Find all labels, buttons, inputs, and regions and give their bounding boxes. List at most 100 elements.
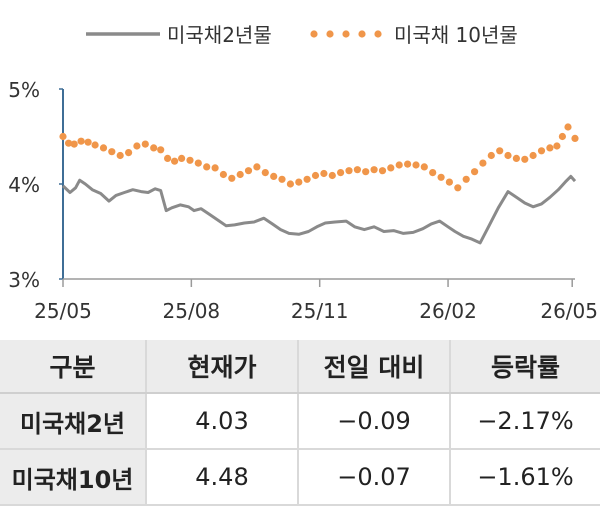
row-name: 미국채2년: [0, 393, 147, 450]
data-point: [99, 144, 108, 152]
data-point: [471, 168, 479, 176]
legend-swatch-dot: [374, 30, 382, 38]
data-point: [108, 148, 116, 156]
header-rate: 등락률: [450, 340, 600, 394]
data-point: [479, 159, 487, 167]
x-tick-label: 26/02: [419, 299, 477, 323]
data-point: [445, 178, 453, 186]
header-category: 구분: [0, 340, 147, 394]
table-header-row: 구분 현재가 전일 대비 등락률: [0, 340, 600, 394]
row-name: 미국채10년: [0, 449, 147, 506]
data-point: [125, 149, 133, 157]
x-tick-label: 25/05: [34, 299, 92, 323]
data-point: [546, 144, 554, 152]
data-point: [553, 142, 561, 150]
legend-label: 미국채2년물: [167, 23, 272, 47]
legend-swatch-dot: [310, 30, 318, 38]
data-point: [571, 134, 579, 142]
data-point: [370, 166, 378, 174]
header-change: 전일 대비: [298, 340, 451, 394]
row-rate: −2.17%: [450, 393, 600, 450]
data-point: [387, 164, 395, 172]
legend-swatch-dot: [342, 30, 350, 38]
y-tick-label: 5%: [8, 78, 40, 102]
table-row: 미국채2년 4.03 −0.09 −2.17%: [0, 393, 600, 450]
data-point: [178, 154, 186, 162]
data-point: [261, 169, 269, 177]
data-point: [454, 184, 462, 192]
data-point: [404, 160, 412, 168]
data-point: [211, 164, 219, 172]
data-point: [70, 140, 78, 148]
data-point: [164, 154, 172, 162]
chart-axes: 5% 4% 3% 25/05 25/08 25/11 26/02 26/05: [8, 78, 598, 323]
data-point: [437, 173, 445, 181]
data-point: [420, 163, 428, 171]
data-point: [537, 147, 546, 155]
data-point: [116, 151, 124, 160]
data-point: [228, 174, 236, 182]
data-point: [77, 137, 85, 145]
data-point: [236, 170, 244, 179]
data-point: [65, 139, 73, 147]
data-point: [504, 151, 512, 160]
data-point: [429, 169, 437, 177]
row-change: −0.07: [298, 449, 451, 506]
legend-swatch-dot: [358, 30, 366, 38]
y-tick-label: 3%: [8, 268, 40, 292]
data-point: [395, 161, 403, 169]
series-us-10y: [59, 123, 579, 192]
data-point: [59, 132, 67, 141]
legend-swatch-dot: [326, 30, 334, 38]
legend-label: 미국채 10년물: [394, 23, 518, 47]
series-us-2y: [61, 174, 577, 245]
data-point: [295, 178, 303, 186]
data-point: [244, 167, 253, 175]
data-point: [203, 163, 211, 171]
data-point: [345, 167, 353, 175]
data-point: [141, 140, 149, 148]
series-layer: [59, 123, 579, 245]
data-point: [512, 154, 521, 162]
row-price: 4.48: [146, 449, 299, 506]
x-tick-label: 26/05: [540, 299, 598, 323]
data-point: [91, 141, 99, 149]
data-point: [150, 144, 158, 152]
x-tick-label: 25/11: [291, 299, 349, 323]
data-point: [337, 169, 345, 177]
yield-chart-svg: 미국채2년물 미국채 10년물 5% 4% 3% 25/05 25/08 25/11 26/0…: [8, 23, 598, 323]
data-point: [171, 157, 179, 165]
data-point: [529, 151, 537, 160]
series-line: [61, 174, 577, 245]
table-row: 미국채10년 4.48 −0.07 −1.61%: [0, 449, 600, 506]
data-point: [564, 123, 572, 131]
data-point: [286, 180, 294, 188]
data-point: [328, 171, 336, 180]
data-point: [278, 175, 286, 183]
legend: 미국채2년물 미국채 10년물: [86, 23, 518, 47]
y-tick-label: 4%: [8, 173, 40, 197]
row-price: 4.03: [146, 393, 299, 450]
data-point: [157, 146, 165, 154]
data-point: [353, 166, 361, 174]
data-point: [194, 159, 202, 167]
row-rate: −1.61%: [450, 449, 600, 506]
data-point: [311, 171, 320, 180]
data-point: [487, 151, 495, 160]
row-change: −0.09: [298, 393, 451, 450]
data-point: [84, 138, 92, 146]
data-point: [270, 172, 278, 180]
data-point: [558, 132, 567, 141]
data-point: [320, 169, 328, 178]
yield-chart: 미국채2년물 미국채 10년물 5% 4% 3% 25/05 25/08 25/11 26/0…: [8, 23, 598, 323]
data-point: [219, 170, 227, 179]
header-price: 현재가: [146, 340, 299, 394]
data-point: [412, 161, 420, 169]
data-point: [133, 142, 141, 150]
x-tick-label: 25/08: [163, 299, 221, 323]
data-point: [362, 168, 370, 176]
data-point: [378, 167, 387, 175]
data-point: [253, 163, 261, 171]
data-point: [186, 156, 194, 164]
data-point: [496, 147, 504, 155]
